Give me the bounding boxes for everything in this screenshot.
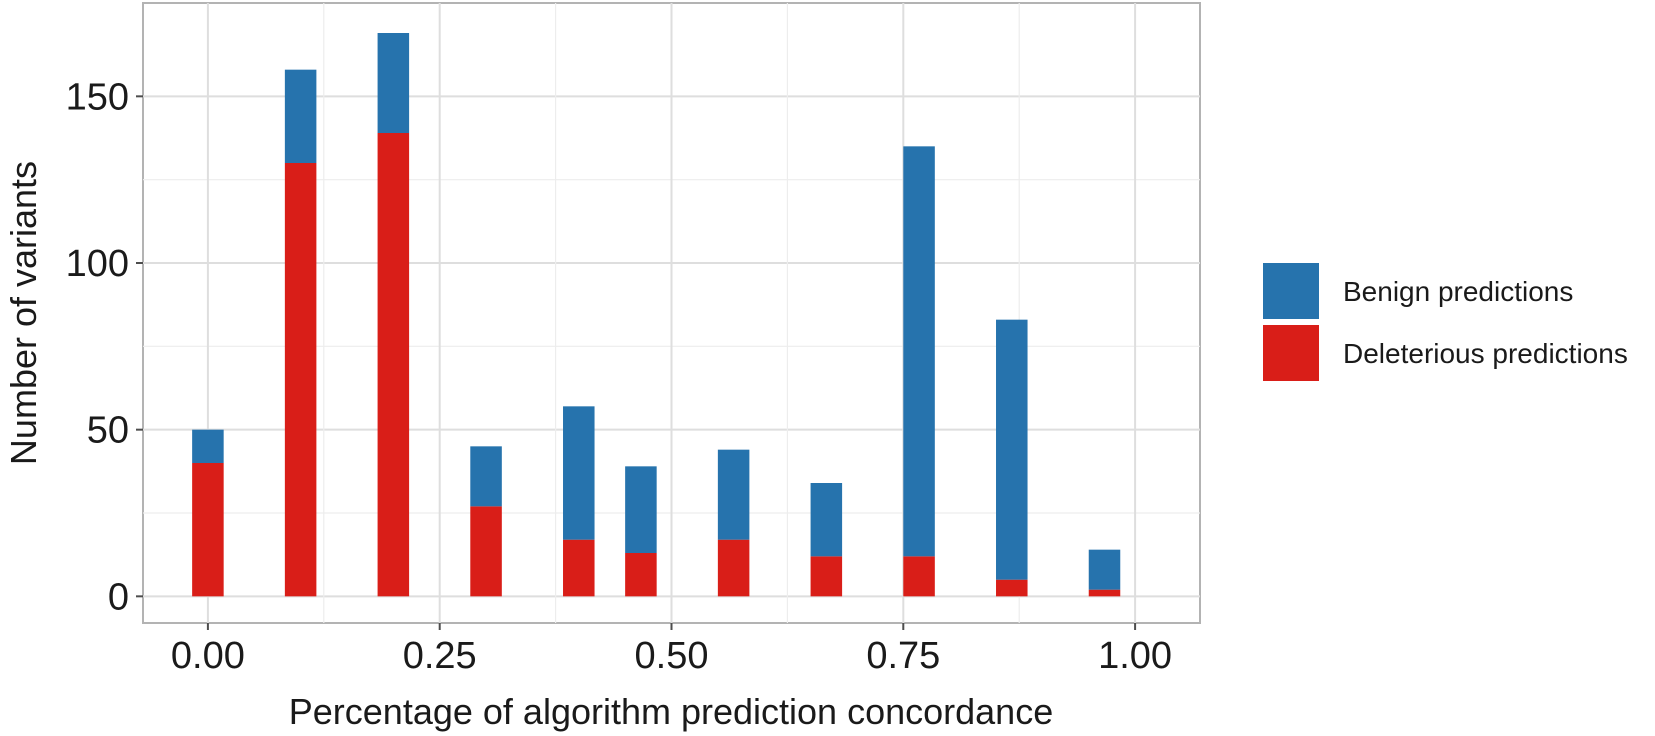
- y-tick-label: 0: [108, 576, 129, 618]
- bar-deleterious-predictions: [996, 579, 1028, 597]
- bar-benign-predictions: [810, 483, 843, 557]
- x-tick-label: 0.75: [866, 635, 940, 677]
- bar-benign-predictions: [1088, 549, 1121, 590]
- legend-label: Benign predictions: [1343, 276, 1573, 307]
- bar-deleterious-predictions: [1088, 589, 1121, 597]
- bar-benign-predictions: [377, 33, 410, 133]
- y-axis-ticks: 0 50 100 150: [66, 76, 143, 618]
- legend-key: [1263, 263, 1319, 319]
- x-tick-label: 0.25: [403, 635, 477, 677]
- bar-benign-predictions: [470, 446, 502, 507]
- bar-benign-predictions: [563, 406, 595, 540]
- bar-deleterious-predictions: [284, 163, 317, 597]
- bar-benign-predictions: [903, 146, 935, 557]
- bar-benign-predictions: [192, 429, 224, 463]
- bar-deleterious-predictions: [810, 556, 843, 597]
- x-tick-label: 0.00: [171, 635, 245, 677]
- bar-deleterious-predictions: [563, 539, 595, 597]
- bar-deleterious-predictions: [470, 506, 502, 597]
- legend: Benign predictions Deleterious prediction…: [1263, 263, 1628, 381]
- bar-deleterious-predictions: [192, 463, 224, 597]
- y-tick-label: 100: [66, 243, 129, 285]
- bar-deleterious-predictions: [377, 133, 410, 597]
- legend-label: Deleterious predictions: [1343, 338, 1628, 369]
- x-axis-ticks: 0.00 0.25 0.50 0.75 1.00: [171, 623, 1172, 677]
- x-tick-label: 0.50: [635, 635, 709, 677]
- bar-deleterious-predictions: [625, 553, 657, 597]
- x-axis-title: Percentage of algorithm prediction conco…: [289, 691, 1053, 732]
- x-tick-label: 1.00: [1098, 635, 1172, 677]
- y-tick-label: 150: [66, 76, 129, 118]
- bar-benign-predictions: [996, 319, 1028, 580]
- y-tick-label: 50: [87, 410, 129, 452]
- bar-benign-predictions: [625, 466, 657, 553]
- legend-key: [1263, 325, 1319, 381]
- bar-deleterious-predictions: [717, 539, 750, 597]
- bar-benign-predictions: [717, 449, 750, 540]
- y-axis-title: Number of variants: [3, 161, 44, 465]
- bar-deleterious-predictions: [903, 556, 935, 597]
- bars: [192, 33, 1121, 597]
- bar-benign-predictions: [284, 69, 317, 163]
